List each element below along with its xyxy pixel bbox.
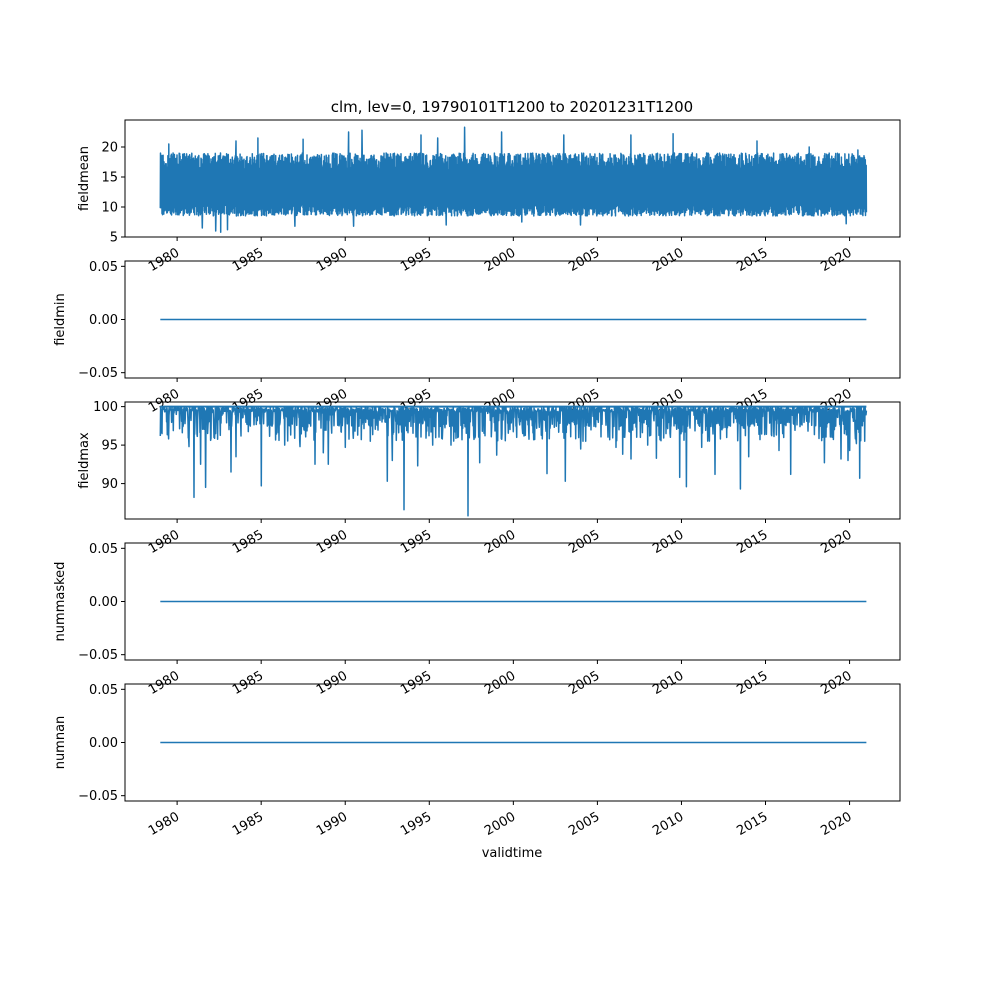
series-line-fieldmean <box>159 126 868 233</box>
plot-frame <box>124 119 901 238</box>
x-tick-label: 1985 <box>230 668 266 698</box>
x-tick-label: 2000 <box>482 809 518 839</box>
plot-frame <box>124 542 901 661</box>
y-tick-label: 90 <box>101 477 118 492</box>
y-tick-label: 10 <box>101 201 118 216</box>
y-tick-label: 100 <box>93 400 118 415</box>
plot-frame <box>124 260 901 379</box>
y-tick-label: −0.05 <box>78 648 118 663</box>
panel-nummasked: −0.05 0.00 0.05 1980 1985 1990 1995 2000 2005 201… <box>53 542 901 698</box>
y-tick-label: 0.05 <box>89 683 118 698</box>
y-tick-label: 0.05 <box>89 260 118 275</box>
y-tick-label: 5 <box>110 231 118 246</box>
y-axis-label: nummasked <box>53 562 68 642</box>
y-tick-label: 15 <box>101 171 118 186</box>
y-axis-label: fieldmean <box>77 146 92 211</box>
x-tick-label: 1985 <box>230 245 266 275</box>
x-tick-label: 1995 <box>398 809 434 839</box>
x-tick-label: 2005 <box>566 809 602 839</box>
panel-numnan: −0.05 0.00 0.05 1980 1985 1990 1995 2000 2005 201… <box>53 683 901 839</box>
x-axis-label: validtime <box>482 846 543 861</box>
x-tick-label: 2020 <box>818 245 854 275</box>
y-tick-label: −0.05 <box>78 366 118 381</box>
series-line-fieldmax <box>159 405 868 517</box>
y-tick-label: 0.00 <box>89 313 118 328</box>
y-tick-label: 0.00 <box>89 736 118 751</box>
y-tick-label: 0.05 <box>89 542 118 557</box>
y-axis-label: numnan <box>53 716 68 770</box>
x-tick-label: 2015 <box>734 809 770 839</box>
x-tick-label: 1990 <box>314 668 350 698</box>
x-tick-label: 2020 <box>818 809 854 839</box>
y-tick-label: −0.05 <box>78 789 118 804</box>
x-tick-label: 2005 <box>566 668 602 698</box>
x-tick-label: 2020 <box>818 527 854 557</box>
panel-fieldmax: 90 95 100 1980 1985 1990 1995 2000 2005 2010 2015 2… <box>77 400 901 557</box>
x-tick-label: 2000 <box>482 527 518 557</box>
y-axis-label: fieldmin <box>53 293 68 346</box>
x-tick-label: 1995 <box>398 668 434 698</box>
x-tick-label: 2015 <box>734 527 770 557</box>
x-tick-label: 2000 <box>482 245 518 275</box>
x-tick-label: 2005 <box>566 245 602 275</box>
x-tick-label: 1980 <box>146 668 182 698</box>
panel-fieldmean: 5 10 15 20 1980 1985 1990 1995 2000 2005 2010 2015 2… <box>77 119 901 275</box>
x-tick-label: 2015 <box>734 245 770 275</box>
x-tick-label: 2010 <box>650 245 686 275</box>
x-tick-label: 1990 <box>314 527 350 557</box>
x-tick-label: 1985 <box>230 809 266 839</box>
y-axis-label: fieldmax <box>77 432 92 489</box>
x-tick-label: 1980 <box>146 527 182 557</box>
x-tick-label: 1980 <box>146 245 182 275</box>
chart-title: clm, lev=0, 19790101T1200 to 20201231T12… <box>331 98 693 116</box>
plot-frame <box>124 683 901 802</box>
x-tick-label: 1995 <box>398 245 434 275</box>
x-tick-label: 1990 <box>314 245 350 275</box>
y-tick-label: 20 <box>101 141 118 156</box>
x-tick-label: 2010 <box>650 668 686 698</box>
x-tick-label: 1985 <box>230 527 266 557</box>
x-tick-label: 2015 <box>734 668 770 698</box>
x-tick-label: 2005 <box>566 527 602 557</box>
x-tick-label: 1995 <box>398 527 434 557</box>
y-tick-label: 0.00 <box>89 595 118 610</box>
x-tick-label: 2010 <box>650 809 686 839</box>
x-tick-label: 2010 <box>650 527 686 557</box>
x-tick-label: 2020 <box>818 668 854 698</box>
plot-frame <box>124 401 901 520</box>
x-tick-label: 1990 <box>314 809 350 839</box>
y-tick-label: 95 <box>101 439 118 454</box>
x-tick-label: 1980 <box>146 809 182 839</box>
x-tick-label: 2000 <box>482 668 518 698</box>
